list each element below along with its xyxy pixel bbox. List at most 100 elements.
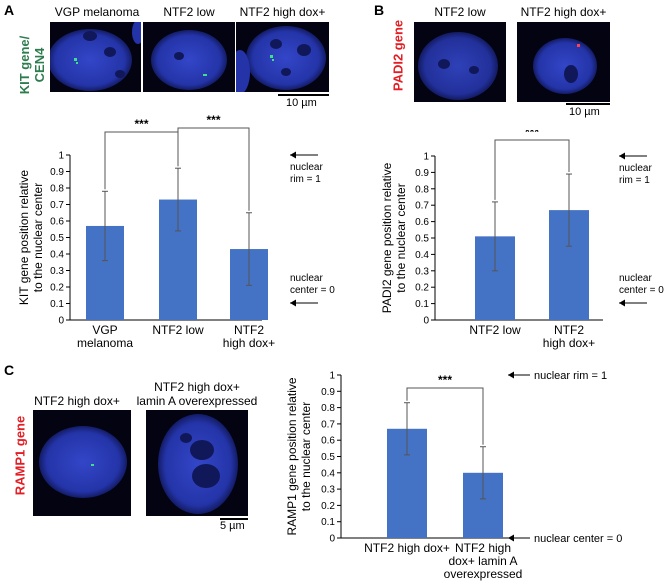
image-label-ntf2-high: NTF2 high dox+ — [239, 5, 326, 19]
y-tick-label: 1 — [329, 371, 335, 382]
scale-bar-b-label: 10 µm — [569, 106, 600, 118]
scale-bar-c-label: 5 µm — [220, 520, 245, 532]
y-tick-label: 1 — [58, 151, 64, 162]
y-tick-label: 0.4 — [321, 468, 335, 479]
significance-label: *** — [438, 373, 452, 387]
x-tick-label: VGP — [92, 323, 117, 337]
nuclear-center-label: center = 0 — [619, 285, 664, 296]
y-tick-label: 0.3 — [415, 266, 429, 277]
significance-bracket — [494, 139, 570, 200]
image-label-c-ntf2-high-lamin-line2: lamin A overexpressed — [136, 394, 258, 408]
image-label-c-ntf2-high-lamin-line1: NTF2 high dox+ — [154, 380, 240, 394]
x-tick-label: NTF2 high — [455, 541, 511, 555]
y-tick-label: 0.8 — [50, 184, 64, 195]
micrograph-c-lamin-a — [146, 410, 248, 516]
nuclear-center-arrow-head — [619, 299, 625, 307]
y-tick-label: 0 — [423, 316, 429, 327]
chart-b: 0 0.1 0.2 0.3 0.4 0.5 0.6 0.7 0.8 0.9 1 PADI2 gene … — [380, 130, 664, 350]
micrograph-vgp-melanoma — [50, 22, 141, 92]
y-tick-label: 0.9 — [415, 168, 429, 179]
x-tick-label: high dox+ — [223, 336, 275, 350]
nuclear-rim-label: nuclear rim = 1 — [534, 370, 607, 382]
nuclear-rim-label: nuclear — [619, 163, 652, 174]
x-tick-label: melanoma — [77, 336, 133, 350]
y-axis-label-line1: KIT gene position relative — [17, 170, 31, 306]
y-axis-label-line2: to the nuclear center — [299, 402, 313, 511]
y-tick-label: 0.7 — [415, 201, 429, 212]
x-tick-label: dox+ lamin A — [448, 554, 517, 568]
micrograph-c-ntf2-high — [33, 410, 131, 516]
y-tick-label: 0.3 — [321, 485, 335, 496]
micrograph-b-ntf2-high — [517, 22, 610, 102]
y-tick-label: 0.1 — [415, 299, 429, 310]
gene-label-padi2: PADI2 gene — [390, 19, 406, 92]
nuclear-rim-label: nuclear — [290, 162, 323, 173]
y-tick-label: 0.8 — [415, 184, 429, 195]
image-label-ntf2-low: NTF2 low — [163, 5, 215, 19]
panel-b-letter: B — [374, 2, 385, 18]
scale-bar-a-label: 10 µm — [286, 97, 317, 109]
significance-label: *** — [206, 113, 220, 127]
nuclear-rim-arrow-head — [290, 151, 296, 159]
nuclear-center-label: nuclear — [290, 273, 323, 284]
y-tick-label: 0.9 — [321, 387, 335, 398]
y-axis-label-line2: to the nuclear center — [31, 183, 45, 292]
nuclear-center-arrow-head — [508, 534, 514, 542]
y-tick-label: 0.2 — [50, 283, 64, 294]
y-tick-label: 0.7 — [50, 200, 64, 211]
panel-a-letter: A — [4, 2, 15, 18]
significance-label: *** — [525, 130, 539, 139]
gene-label-ramp1: RAMP1 gene — [12, 415, 28, 496]
y-tick-label: 0 — [58, 316, 64, 327]
y-tick-label: 0.1 — [321, 517, 335, 528]
significance-bracket — [104, 131, 179, 190]
y-axis-label-line2: to the nuclear center — [394, 183, 408, 292]
x-tick-label: NTF2 low — [469, 323, 521, 337]
nuclear-rim-arrow-head — [619, 152, 625, 160]
y-axis-label-line1: PADI2 gene position relative — [380, 162, 394, 313]
micrograph-b-ntf2-low — [414, 22, 506, 102]
y-tick-label: 0.2 — [321, 501, 335, 512]
nuclear-center-label: nuclear — [619, 273, 652, 284]
x-tick-label: overexpressed — [444, 567, 523, 581]
y-tick-label: 0.6 — [415, 217, 429, 228]
y-tick-label: 0.6 — [50, 217, 64, 228]
y-axis-label-line1: RAMP1 gene position relative — [285, 377, 299, 535]
y-tick-label: 0 — [329, 534, 335, 545]
y-tick-label: 0.4 — [415, 250, 429, 261]
y-tick-label: 0.5 — [415, 234, 429, 245]
gene-label-kit: KIT gene/CEN4 — [17, 35, 47, 95]
x-tick-label: NTF2 high dox+ — [364, 541, 450, 555]
nuclear-rim-label: rim = 1 — [619, 175, 650, 186]
nuclear-center-label: nuclear center = 0 — [534, 533, 622, 545]
scale-bar-b — [566, 103, 610, 105]
y-tick-label: 1 — [423, 152, 429, 163]
image-label-b-ntf2-high: NTF2 high dox+ — [520, 5, 607, 19]
nuclear-rim-arrow-head — [508, 371, 514, 379]
y-tick-label: 0.5 — [50, 233, 64, 244]
chart-c: 0 0.1 0.2 0.3 0.4 0.5 0.6 0.7 0.8 0.9 1 RAMP1 gene … — [285, 370, 622, 581]
image-label-c-ntf2-high: NTF2 high dox+ — [34, 394, 120, 408]
y-tick-label: 0.2 — [415, 283, 429, 294]
y-tick-label: 0.7 — [321, 419, 335, 430]
image-label-b-ntf2-low: NTF2 low — [434, 5, 486, 19]
x-tick-label: high dox+ — [543, 336, 595, 350]
y-tick-label: 0.1 — [50, 299, 64, 310]
significance-label: *** — [134, 117, 148, 131]
y-tick-label: 0.4 — [50, 250, 64, 261]
nuclear-center-label: center = 0 — [290, 285, 335, 296]
chart-a: 0 0.1 0.2 0.3 0.4 0.5 0.6 0.7 0.8 0.9 1 KIT gene po… — [17, 113, 335, 350]
y-tick-label: 0.3 — [50, 266, 64, 277]
x-tick-label: NTF2 — [234, 323, 264, 337]
image-label-vgp-melanoma: VGP melanoma — [54, 5, 140, 19]
scale-bar-a — [278, 94, 329, 96]
y-tick-label: 0.8 — [321, 403, 335, 414]
x-tick-label: NTF2 low — [152, 323, 204, 337]
y-tick-label: 0.5 — [321, 452, 335, 463]
nuclear-rim-label: rim = 1 — [290, 174, 321, 185]
y-tick-label: 0.6 — [321, 436, 335, 447]
nuclear-center-arrow-head — [290, 299, 296, 307]
panel-c-letter: C — [4, 362, 15, 378]
scale-bar-c — [220, 518, 248, 520]
micrograph-ntf2-low-kit — [143, 22, 235, 92]
